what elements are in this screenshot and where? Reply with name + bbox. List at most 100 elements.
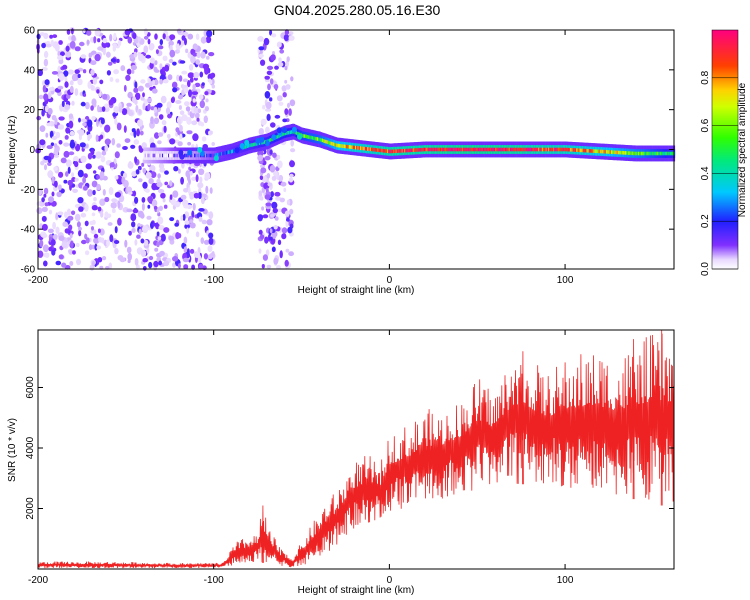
track-core xyxy=(295,131,298,135)
noise-cell xyxy=(285,84,291,90)
noise-cell xyxy=(88,244,93,251)
noise-cell xyxy=(65,45,70,52)
noise-cell xyxy=(120,65,126,72)
noise-cell xyxy=(184,101,190,107)
noise-cell xyxy=(207,78,212,83)
colorbar-tick-label: 0.2 xyxy=(700,214,711,228)
x-tick-label: -100 xyxy=(204,275,224,286)
noise-cell xyxy=(117,200,121,209)
noise-cell xyxy=(147,97,152,103)
noise-cell xyxy=(106,70,111,76)
noise-cell xyxy=(168,235,175,241)
noise-cell xyxy=(43,193,47,198)
noise-cell xyxy=(138,178,143,183)
track-core xyxy=(525,147,528,152)
noise-cell xyxy=(207,245,213,253)
track-core xyxy=(672,151,674,156)
noise-cell xyxy=(102,48,106,56)
noise-cell xyxy=(45,132,49,138)
track-core xyxy=(359,146,362,150)
noise-cell xyxy=(72,250,76,255)
noise-cell xyxy=(193,192,200,199)
noise-cell xyxy=(207,254,214,260)
track-core xyxy=(636,151,639,156)
noise-cell xyxy=(41,215,47,222)
noise-cell xyxy=(186,117,192,125)
track-core xyxy=(517,147,519,152)
y-tick-label: 20 xyxy=(24,105,36,116)
noise-cell xyxy=(48,209,53,215)
y-tick-label: 6000 xyxy=(25,376,36,399)
track-core xyxy=(450,147,453,152)
noise-cell xyxy=(194,112,200,119)
noise-cell xyxy=(257,214,263,222)
track-core xyxy=(171,153,174,158)
noise-cell xyxy=(90,84,95,91)
noise-cell xyxy=(184,37,187,46)
noise-cell xyxy=(169,217,175,222)
track-core xyxy=(653,151,656,156)
track-core xyxy=(224,151,227,155)
noise-cell xyxy=(280,181,287,187)
noise-cell xyxy=(193,252,201,258)
track-core xyxy=(566,147,569,152)
x-tick-label: -100 xyxy=(204,575,224,586)
track-blob xyxy=(178,149,184,156)
noise-cell xyxy=(262,104,266,110)
noise-cell xyxy=(147,77,151,83)
noise-cell xyxy=(134,258,139,266)
track-core xyxy=(492,147,495,152)
track-core xyxy=(362,146,364,151)
noise-cell xyxy=(185,48,189,54)
noise-cell xyxy=(78,117,81,123)
track-core xyxy=(204,153,207,158)
track-core xyxy=(404,148,406,153)
noise-cell xyxy=(94,243,98,251)
track-core xyxy=(645,151,647,156)
noise-cell xyxy=(191,176,197,181)
noise-cell xyxy=(135,92,141,101)
noise-cell xyxy=(274,65,279,70)
noise-cell xyxy=(99,198,106,206)
noise-cell xyxy=(127,161,134,169)
noise-cell xyxy=(186,227,190,234)
track-core xyxy=(469,147,471,152)
noise-cell xyxy=(130,64,137,71)
track-core xyxy=(366,147,368,151)
noise-cell xyxy=(173,166,179,172)
noise-cell xyxy=(205,185,209,194)
noise-cell xyxy=(289,173,294,178)
noise-cell xyxy=(141,203,145,211)
noise-cell xyxy=(74,69,80,74)
track-core xyxy=(363,146,366,151)
noise-cell xyxy=(284,29,290,36)
noise-cell xyxy=(196,117,200,122)
noise-cell xyxy=(58,40,63,45)
noise-cell xyxy=(265,126,270,134)
noise-cell xyxy=(109,34,113,42)
y-tick-label: -20 xyxy=(21,185,36,196)
noise-cell xyxy=(146,247,150,254)
noise-cell xyxy=(134,196,139,204)
noise-cell xyxy=(96,119,99,127)
track-core xyxy=(352,145,355,150)
noise-cell xyxy=(36,207,43,214)
noise-cell xyxy=(169,138,176,145)
noise-cell xyxy=(74,177,79,182)
noise-cell xyxy=(93,170,97,174)
noise-cell xyxy=(191,91,199,95)
track-core xyxy=(248,144,250,148)
noise-cell xyxy=(97,206,102,212)
noise-cell xyxy=(169,194,173,200)
track-core xyxy=(490,147,492,152)
track-core xyxy=(461,147,464,152)
noise-cell xyxy=(177,94,184,100)
track-core xyxy=(442,147,444,152)
noise-cell xyxy=(199,71,204,78)
track-core xyxy=(412,148,415,152)
noise-cell xyxy=(68,249,74,255)
noise-cell xyxy=(288,108,292,116)
y-tick-label: 60 xyxy=(24,26,36,37)
track-core xyxy=(332,142,335,146)
noise-cell xyxy=(137,165,142,171)
